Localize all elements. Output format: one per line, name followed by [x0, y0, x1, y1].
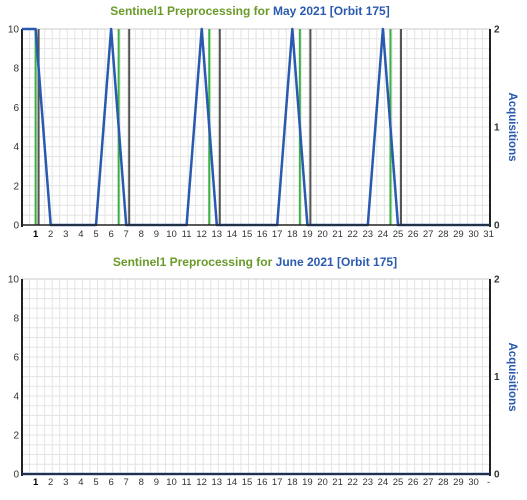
x-tick-label: 18 — [287, 229, 298, 240]
x-tick-label: 28 — [438, 477, 449, 488]
plot-area — [21, 27, 491, 227]
y-tick-label-left: 4 — [13, 142, 19, 153]
y-tick-label-left: 0 — [13, 470, 19, 481]
x-tick-label: 24 — [378, 477, 389, 488]
x-tick-label: 17 — [272, 229, 283, 240]
x-tick-label: 26 — [408, 477, 419, 488]
x-tick-label: 29 — [453, 477, 464, 488]
x-tick-label: 8 — [139, 229, 144, 240]
x-tick-label: 31 — [483, 229, 494, 240]
may-2021-chart: Sentinel1 Preprocessing for May 2021 [Or… — [8, 4, 518, 240]
x-tick-label: 19 — [302, 229, 313, 240]
x-tick-label: 13 — [212, 229, 223, 240]
x-tick-label: 9 — [154, 229, 159, 240]
x-tick-label: 4 — [78, 229, 83, 240]
x-tick-label: 27 — [423, 229, 434, 240]
y-tick-label-left: 2 — [13, 181, 19, 192]
x-tick-label: 11 — [182, 229, 192, 240]
x-tick-label: 12 — [196, 229, 207, 240]
y-tick-label-left: 10 — [8, 25, 20, 36]
x-tick-label: 22 — [347, 477, 358, 488]
x-tick-label: 21 — [332, 477, 343, 488]
x-tick-label: 5 — [93, 477, 98, 488]
chart-title: Sentinel1 Preprocessing for June 2021 [O… — [113, 255, 397, 269]
x-tick-label: 20 — [317, 229, 328, 240]
y-tick-label-right: 2 — [494, 25, 500, 36]
x-tick-label: 18 — [287, 477, 298, 488]
y-tick-label-left: 8 — [13, 314, 19, 325]
x-tick-label: 14 — [227, 229, 238, 240]
x-tick-label: 10 — [166, 477, 177, 488]
y-tick-label-right: 2 — [494, 275, 500, 286]
x-tick-label: 25 — [393, 229, 404, 240]
x-tick-label: 5 — [93, 229, 98, 240]
x-tick-label: 22 — [347, 229, 358, 240]
y-tick-label-left: 10 — [8, 275, 20, 286]
y-tick-label-right: 0 — [494, 221, 500, 232]
x-tick-label: 6 — [108, 477, 113, 488]
x-tick-label: 1 — [33, 477, 39, 488]
x-tick-label: 11 — [182, 477, 192, 488]
x-tick-label: 30 — [468, 477, 479, 488]
x-tick-label: 12 — [196, 477, 207, 488]
x-tick-label: 13 — [212, 477, 223, 488]
x-tick-label: 4 — [78, 477, 83, 488]
x-tick-label: 25 — [393, 477, 404, 488]
x-tick-label: - — [487, 477, 490, 488]
x-tick-label: 19 — [302, 477, 313, 488]
y-tick-label-right: 0 — [494, 470, 500, 481]
x-tick-label: 1 — [33, 229, 39, 240]
x-tick-label: 2 — [48, 229, 53, 240]
plot-area — [21, 278, 491, 476]
x-tick-label: 10 — [166, 229, 177, 240]
x-tick-label: 8 — [139, 477, 144, 488]
y-tick-label-left: 6 — [13, 103, 19, 114]
x-tick-label: 9 — [154, 477, 159, 488]
x-tick-label: 6 — [108, 229, 113, 240]
x-tick-label: 7 — [124, 229, 129, 240]
x-tick-label: 17 — [272, 477, 283, 488]
y-tick-label-left: 8 — [13, 64, 19, 75]
x-tick-label: 15 — [242, 229, 253, 240]
x-tick-label: 23 — [363, 229, 374, 240]
x-tick-label: 7 — [124, 477, 129, 488]
x-tick-label: 20 — [317, 477, 328, 488]
x-tick-label: 15 — [242, 477, 253, 488]
x-tick-label: 26 — [408, 229, 419, 240]
june-2021-chart: Sentinel1 Preprocessing for June 2021 [O… — [8, 255, 518, 488]
x-tick-label: 16 — [257, 229, 268, 240]
x-tick-label: 14 — [227, 477, 238, 488]
y-tick-label-left: 4 — [13, 392, 19, 403]
x-tick-label: 3 — [63, 229, 68, 240]
chart-title: Sentinel1 Preprocessing for May 2021 [Or… — [110, 4, 389, 18]
x-tick-label: 27 — [423, 477, 434, 488]
y-tick-label-left: 2 — [13, 431, 19, 442]
x-tick-label: 23 — [363, 477, 374, 488]
y-tick-label-left: 0 — [13, 221, 19, 232]
right-axis-label: Acquisitions — [506, 92, 518, 161]
x-tick-label: 28 — [438, 229, 449, 240]
x-tick-label: 2 — [48, 477, 53, 488]
x-tick-label: 16 — [257, 477, 268, 488]
x-tick-label: 29 — [453, 229, 464, 240]
y-tick-label-left: 6 — [13, 353, 19, 364]
y-tick-label-right: 1 — [494, 123, 500, 134]
y-tick-label-right: 1 — [494, 372, 500, 383]
x-tick-label: 24 — [378, 229, 389, 240]
x-tick-label: 3 — [63, 477, 68, 488]
right-axis-label: Acquisitions — [506, 342, 518, 411]
x-tick-label: 30 — [468, 229, 479, 240]
x-tick-label: 21 — [332, 229, 343, 240]
